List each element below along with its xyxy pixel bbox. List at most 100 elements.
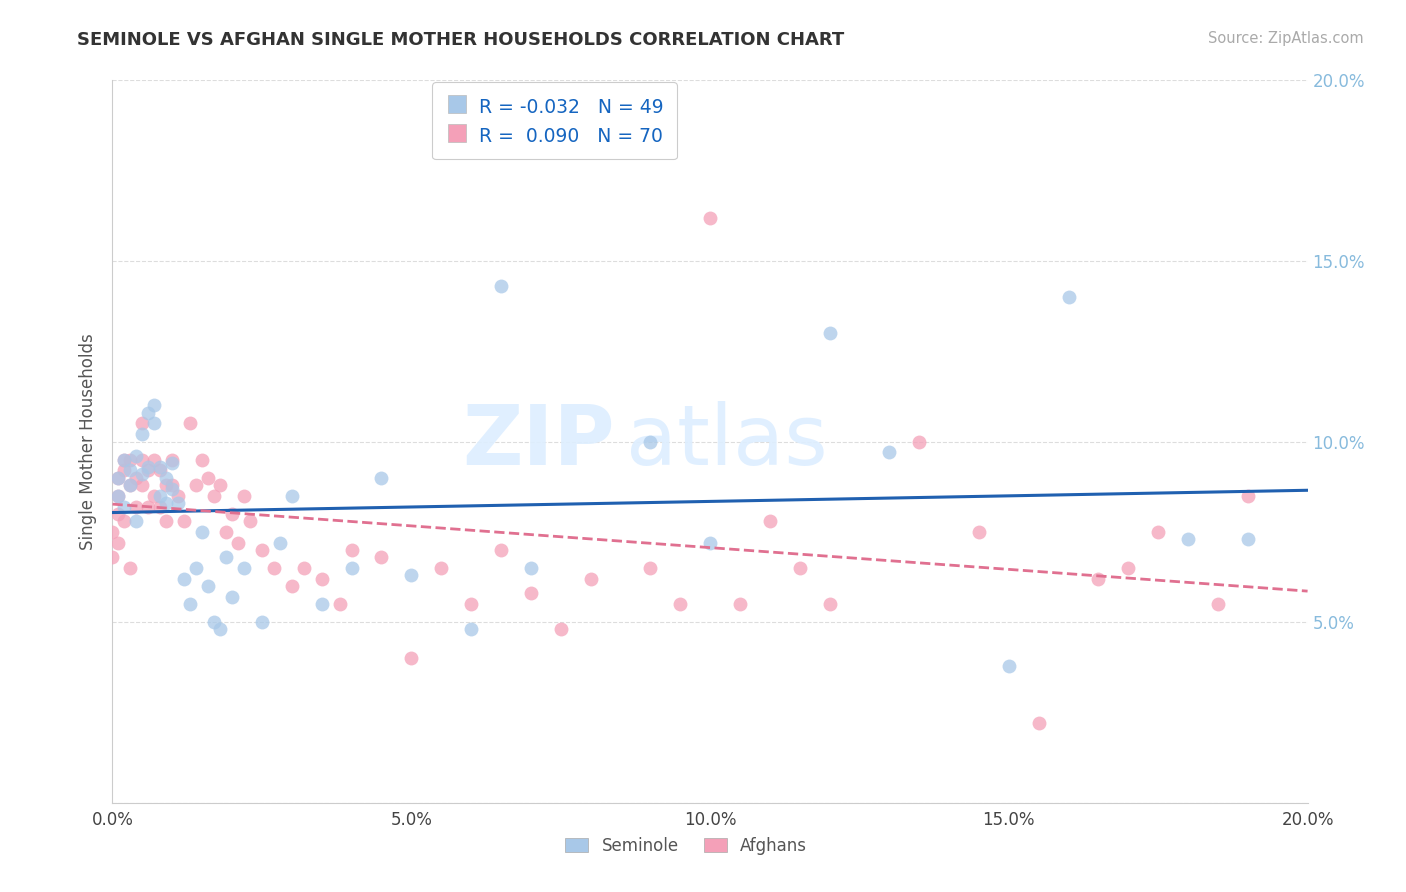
Point [759,514,782,528]
Point [250,615,273,630]
Point [908,434,931,449]
Text: SEMINOLE VS AFGHAN SINGLE MOTHER HOUSEHOLDS CORRELATION CHART: SEMINOLE VS AFGHAN SINGLE MOTHER HOUSEHO… [77,31,845,49]
Point [191,452,214,467]
Point [138,459,160,474]
Point [162,478,183,492]
Point [239,514,262,528]
Point [430,561,453,575]
Point [1087,572,1109,586]
Point [340,561,363,575]
Point [114,500,135,514]
Point [138,463,160,477]
Point [699,535,721,549]
Point [107,535,129,549]
Point [998,658,1021,673]
Point [114,452,135,467]
Point [879,445,901,459]
Point [1237,532,1260,546]
Text: ZIP: ZIP [463,401,614,482]
Point [107,471,129,485]
Point [138,406,160,420]
Point [162,452,183,467]
Point [209,478,232,492]
Point [149,489,172,503]
Point [233,489,256,503]
Point [1147,524,1170,539]
Point [281,489,304,503]
Point [1206,597,1229,611]
Point [155,478,177,492]
Point [101,550,124,565]
Point [131,467,153,481]
Point [143,398,166,412]
Point [202,489,225,503]
Point [138,500,160,514]
Point [107,489,129,503]
Point [520,586,543,600]
Point [221,507,243,521]
Point [186,561,208,575]
Point [155,514,177,528]
Point [789,561,811,575]
Point [215,550,238,565]
Point [1057,290,1080,304]
Point [173,514,195,528]
Point [173,572,195,586]
Point [818,597,841,611]
Point [1028,716,1050,731]
Point [120,478,142,492]
Point [125,500,148,514]
Point [209,623,232,637]
Point [202,615,225,630]
Point [215,524,238,539]
Point [281,579,304,593]
Point [114,463,135,477]
Point [520,561,543,575]
Point [370,471,392,485]
Point [311,597,333,611]
Legend: Seminole, Afghans: Seminole, Afghans [557,829,815,863]
Point [131,427,153,442]
Point [179,417,201,431]
Point [125,514,148,528]
Point [669,597,692,611]
Point [640,434,662,449]
Point [550,623,572,637]
Point [197,579,219,593]
Point [143,489,166,503]
Point [143,417,166,431]
Point [155,471,177,485]
Point [489,279,512,293]
Point [143,452,166,467]
Point [155,496,177,510]
Point [818,326,841,340]
Point [401,651,423,665]
Point [149,500,172,514]
Point [186,478,208,492]
Point [1237,489,1260,503]
Y-axis label: Single Mother Households: Single Mother Households [79,334,97,549]
Point [489,542,512,557]
Point [250,542,273,557]
Point [162,456,183,470]
Point [179,597,201,611]
Point [967,524,990,539]
Point [640,561,662,575]
Point [370,550,392,565]
Point [120,463,142,477]
Point [167,496,190,510]
Point [131,452,153,467]
Point [114,514,135,528]
Point [191,524,214,539]
Point [292,561,315,575]
Point [131,478,153,492]
Point [329,597,352,611]
Point [728,597,751,611]
Point [114,452,135,467]
Point [460,597,482,611]
Point [101,524,124,539]
Point [120,561,142,575]
Point [149,459,172,474]
Point [699,211,721,225]
Point [162,482,183,496]
